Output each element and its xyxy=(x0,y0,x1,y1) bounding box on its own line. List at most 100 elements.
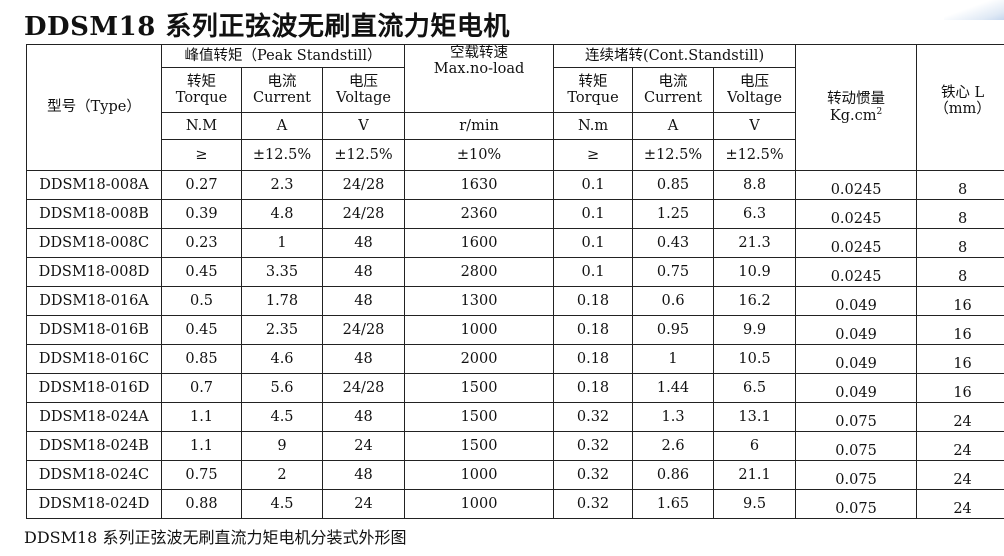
table-row: DDSM18-024D 0.88 4.5 24 1000 0.32 1.65 9.5 0.075… xyxy=(26,489,1004,519)
cont-torque-cell: 0.32 xyxy=(553,489,634,519)
core-length-label: 铁心 L xyxy=(940,85,985,101)
peak-torque-cell: 0.7 xyxy=(161,373,242,403)
peak-current-cell: 5.6 xyxy=(241,373,323,403)
cont-voltage-cell: 13.1 xyxy=(713,402,797,432)
inertia-cell: 0.075 xyxy=(795,431,918,461)
core-length-cell: 16 xyxy=(916,344,1004,374)
cont-current-tolerance: ±12.5% xyxy=(632,139,715,171)
model-cell: DDSM18-008D xyxy=(26,257,162,287)
peak-current-cell: 2.3 xyxy=(241,170,323,200)
model-cell: DDSM18-008B xyxy=(26,199,162,229)
peak-current-cell: 4.5 xyxy=(241,489,323,519)
figure-caption: DDSM18 系列正弦波无刷直流力矩电机分装式外形图 xyxy=(24,528,407,547)
cont-torque-cell: 0.32 xyxy=(553,402,634,432)
cont-current-header: 电流 Current xyxy=(632,67,715,113)
cont-torque-cell: 0.1 xyxy=(553,228,634,258)
core-length-cell: 24 xyxy=(916,489,1004,519)
peak-current-cell: 4.6 xyxy=(241,344,323,374)
model-cell: DDSM18-008C xyxy=(26,228,162,258)
noload-speed-cn: 空载转速 xyxy=(450,45,509,62)
table-body: DDSM18-008A 0.27 2.3 24/28 1630 0.1 0.85 8.8 0.0… xyxy=(26,170,1004,519)
inertia-cell: 0.0245 xyxy=(795,199,918,229)
inertia-cell: 0.0245 xyxy=(795,228,918,258)
peak-current-cell: 1 xyxy=(241,228,323,258)
noload-speed-cell: 1630 xyxy=(404,170,555,200)
cont-voltage-unit: V xyxy=(713,112,797,140)
core-length-cell: 8 xyxy=(916,228,1004,258)
inertia-cell: 0.075 xyxy=(795,489,918,519)
core-length-header: 铁心 L （mm） xyxy=(916,44,1004,171)
model-cell: DDSM18-024D xyxy=(26,489,162,519)
core-length-cell: 24 xyxy=(916,402,1004,432)
cont-current-unit: A xyxy=(632,112,715,140)
peak-current-tolerance: ±12.5% xyxy=(241,139,323,171)
noload-speed-header: 空载转速 Max.no-load xyxy=(404,44,555,113)
inertia-label: 转动惯量 xyxy=(827,91,886,108)
peak-torque-cell: 0.45 xyxy=(161,315,242,345)
cont-torque-cell: 0.18 xyxy=(553,344,634,374)
cont-torque-cell: 0.32 xyxy=(553,431,634,461)
cont-current-cell: 0.75 xyxy=(632,257,715,287)
cont-voltage-cell: 10.9 xyxy=(713,257,797,287)
noload-speed-cell: 1000 xyxy=(404,460,555,490)
inertia-cell: 0.049 xyxy=(795,286,918,316)
cont-current-cell: 0.43 xyxy=(632,228,715,258)
peak-current-cell: 2.35 xyxy=(241,315,323,345)
cont-current-cell: 0.95 xyxy=(632,315,715,345)
model-cell: DDSM18-016D xyxy=(26,373,162,403)
model-cell: DDSM18-016C xyxy=(26,344,162,374)
table-row: DDSM18-024C 0.75 2 48 1000 0.32 0.86 21.1 0.075 2… xyxy=(26,460,1004,490)
peak-current-cell: 4.8 xyxy=(241,199,323,229)
model-cell: DDSM18-016A xyxy=(26,286,162,316)
peak-current-cell: 1.78 xyxy=(241,286,323,316)
table-row: DDSM18-008A 0.27 2.3 24/28 1630 0.1 0.85 8.8 0.0… xyxy=(26,170,1004,200)
cont-torque-header: 转矩 Torque xyxy=(553,67,634,113)
core-length-unit: （mm） xyxy=(934,101,991,118)
corner-decoration xyxy=(944,0,1004,20)
cont-current-cell: 0.85 xyxy=(632,170,715,200)
noload-speed-cell: 1500 xyxy=(404,402,555,432)
inertia-cell: 0.075 xyxy=(795,402,918,432)
peak-voltage-cell: 48 xyxy=(321,460,406,490)
peak-current-cell: 9 xyxy=(241,431,323,461)
peak-torque-cell: 0.85 xyxy=(161,344,242,374)
cont-current-cell: 0.86 xyxy=(632,460,715,490)
cont-current-cell: 1.65 xyxy=(632,489,715,519)
peak-voltage-cell: 48 xyxy=(321,402,406,432)
cont-voltage-cell: 16.2 xyxy=(713,286,797,316)
peak-voltage-cell: 48 xyxy=(321,257,406,287)
cont-standstill-group-header: 连续堵转(Cont.Standstill) xyxy=(553,44,797,68)
cont-voltage-cell: 10.5 xyxy=(713,344,797,374)
inertia-cell: 0.0245 xyxy=(795,170,918,200)
peak-voltage-cell: 24/28 xyxy=(321,170,406,200)
peak-voltage-cell: 24 xyxy=(321,431,406,461)
table-row: DDSM18-016A 0.5 1.78 48 1300 0.18 0.6 16.2 0.049… xyxy=(26,286,1004,316)
cont-voltage-cell: 6.3 xyxy=(713,199,797,229)
model-cell: DDSM18-024B xyxy=(26,431,162,461)
document-title: DDSM18 系列正弦波无刷直流力矩电机 xyxy=(24,12,510,42)
peak-torque-cell: 0.39 xyxy=(161,199,242,229)
cont-voltage-tolerance: ±12.5% xyxy=(713,139,797,171)
table-row: DDSM18-024A 1.1 4.5 48 1500 0.32 1.3 13.1 0.075 2… xyxy=(26,402,1004,432)
peak-current-cell: 3.35 xyxy=(241,257,323,287)
peak-torque-tolerance: ≥ xyxy=(161,139,242,171)
cont-voltage-cell: 9.9 xyxy=(713,315,797,345)
peak-torque-unit: N.M xyxy=(161,112,242,140)
table-row: DDSM18-008D 0.45 3.35 48 2800 0.1 0.75 10.9 0.02… xyxy=(26,257,1004,287)
core-length-cell: 24 xyxy=(916,460,1004,490)
inertia-cell: 0.049 xyxy=(795,373,918,403)
noload-speed-cell: 2800 xyxy=(404,257,555,287)
cont-torque-cell: 0.32 xyxy=(553,460,634,490)
core-length-cell: 16 xyxy=(916,286,1004,316)
model-cell: DDSM18-016B xyxy=(26,315,162,345)
cont-torque-cell: 0.1 xyxy=(553,170,634,200)
cont-torque-cell: 0.18 xyxy=(553,315,634,345)
cont-torque-cell: 0.1 xyxy=(553,257,634,287)
noload-speed-cell: 1500 xyxy=(404,431,555,461)
peak-current-cell: 2 xyxy=(241,460,323,490)
cont-current-cell: 1 xyxy=(632,344,715,374)
noload-speed-cell: 2360 xyxy=(404,199,555,229)
inertia-cell: 0.0245 xyxy=(795,257,918,287)
type-header: 型号（Type） xyxy=(26,44,162,171)
core-length-cell: 16 xyxy=(916,373,1004,403)
